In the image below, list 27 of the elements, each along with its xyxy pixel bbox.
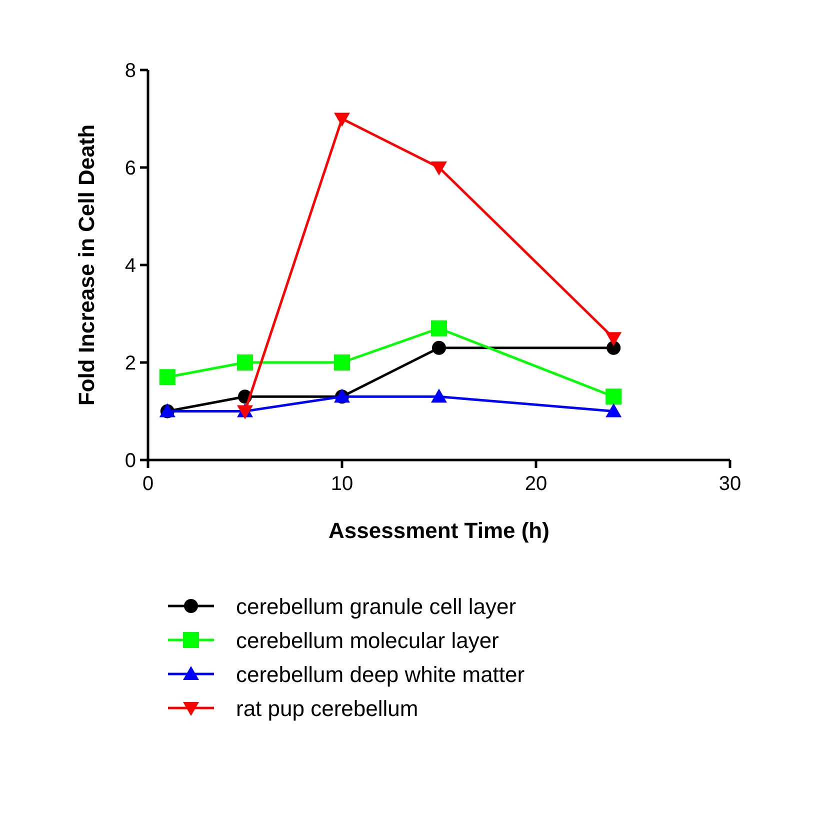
point — [606, 332, 622, 346]
y-axis-title: Fold Increase in Cell Death — [74, 124, 99, 406]
y-tick-label: 6 — [124, 158, 136, 180]
point — [237, 354, 253, 370]
y-tick-label: 4 — [124, 255, 136, 277]
point — [431, 388, 447, 403]
y-tick-label: 0 — [124, 450, 136, 472]
point — [606, 340, 621, 355]
x-tick-label: 20 — [524, 473, 548, 495]
y-tick-label: 2 — [124, 352, 136, 374]
y-tick-label: 8 — [124, 60, 136, 82]
x-tick-label: 30 — [718, 473, 742, 495]
point — [334, 354, 350, 370]
x-tick-label: 10 — [330, 473, 354, 495]
legend-label: cerebellum deep white matter — [236, 662, 525, 687]
point — [431, 162, 447, 176]
point — [334, 112, 350, 127]
point — [432, 340, 446, 355]
legend-label: rat pup cerebellum — [236, 696, 418, 721]
legend-label: cerebellum granule cell layer — [236, 594, 516, 619]
point — [431, 320, 447, 336]
legend-label: cerebellum molecular layer — [236, 628, 499, 653]
x-tick-label: 0 — [142, 473, 154, 495]
point — [159, 369, 176, 386]
point — [606, 388, 622, 405]
point — [606, 403, 622, 418]
x-axis-title: Assessment Time (h) — [328, 518, 550, 543]
